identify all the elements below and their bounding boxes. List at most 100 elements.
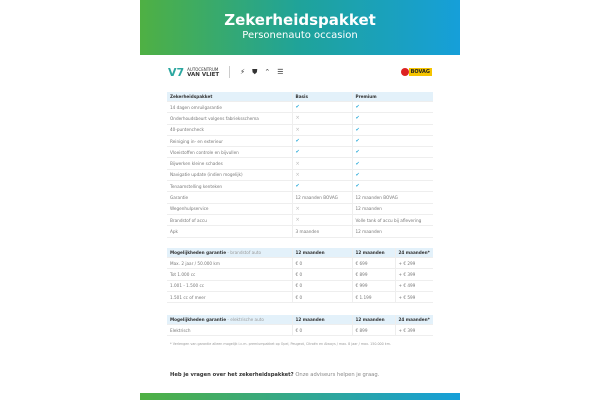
document: Zekerheidspakket Personenauto occasion V… [140,0,460,400]
table-cell: 14 dagen omruilgarantie [167,101,292,114]
table-cell: + € 599 [394,291,433,304]
table-header: Mogelijkheden garantie - brandstof auto 1… [167,248,433,258]
table-cell: 12 maanden [351,225,433,238]
cell-cross: × [291,124,352,136]
table-header: Zekerheidspakket Basis Premium [167,92,433,102]
table-row: Navigatie update (indien mogelijk) × ✔ [167,169,433,182]
cell-check: ✔ [351,135,433,148]
cell-cross: × [291,157,352,170]
table-row: Brandstof of accu × Volle tank of accu bij… [167,214,433,227]
table-cell: € 0 [291,280,352,292]
table-cell: + € 399 [394,268,433,281]
check-icon: ✔ [295,149,300,156]
table-cell: + € 299 [394,257,433,270]
table-cell: € 0 [291,257,352,270]
header-banner: Zekerheidspakket Personenauto occasion [140,0,460,55]
cell-check: ✔ [351,101,433,114]
contact-question: Heb je vragen over het zekerheidspakket?… [170,372,379,378]
fuel-warranty-table: Mogelijkheden garantie - brandstof auto 1… [167,248,433,304]
table-row: Apk 3 maanden 12 maanden [167,225,433,238]
cell-check: ✔ [351,180,433,193]
table-cell: Reiniging in- en exterieur [167,135,292,148]
cell-check: ✔ [351,124,433,136]
table-cell: € 999 [351,280,395,292]
dealer-name-1: AUTOCENTRUM [187,66,219,72]
cell-check: ✔ [291,180,352,193]
dealer-logo: V7 AUTOCENTRUM VAN VLIET [168,66,219,79]
cell-check: ✔ [291,135,352,148]
table-header: Mogelijkheden garantie - elektrische aut… [167,315,433,325]
question-bold: Heb je vragen over het zekerheidspakket? [170,372,294,378]
table-cell: Garantie [167,191,292,204]
table-cell: Bijwerken kleine schades [167,157,292,170]
table-row: Onderhoudsbeurt volgens fabrieksschema × ✔ [167,112,433,125]
vv-logo-icon: V7 [168,65,185,79]
table-cell: Navigatie update (indien mogelijk) [167,169,292,182]
table-row: Vloeistoffen controle en bijvullen ✔ ✔ [167,146,433,159]
cross-icon: × [295,217,300,224]
table-cell: 24 maanden* [394,248,433,258]
cell-check: ✔ [291,146,352,159]
bovag-text: BOVAG [408,68,432,76]
electric-warranty-table: Mogelijkheden garantie - elektrische aut… [167,315,433,337]
citroen-logo-icon: ⌃ [264,68,271,76]
table-row: 40-puntencheck × ✔ [167,124,433,136]
divider [229,66,231,78]
table-cell: € 0 [291,324,352,337]
check-icon: ✔ [355,149,360,156]
table-row: 1.501 cc of meer € 0 € 1.199 + € 599 [167,291,433,304]
table-cell: 12 maanden BOVAG [351,191,433,204]
cell-check: ✔ [351,157,433,170]
table-cell: 12 maanden [351,248,395,258]
table-cell: 3 maanden [291,225,352,238]
table-cell: Volle tank of accu bij aflevering [351,214,433,227]
table-cell: Basis [291,92,352,102]
table-title: Mogelijkheden garantie - brandstof auto [167,248,292,258]
table-cell: € 899 [351,268,395,281]
cell-check: ✔ [351,169,433,182]
cell-cross: × [291,169,352,182]
table-row: 1.001 - 1.500 cc € 0 € 999 + € 499 [167,280,433,292]
footnote: * Verlengen van garantie alleen mogelijk… [170,342,391,346]
table-cell: 12 maanden BOVAG [291,191,352,204]
cross-icon: × [295,115,300,122]
table-cell: 12 maanden [291,248,352,258]
check-icon: ✔ [295,138,300,145]
cross-icon: × [295,205,300,212]
table-row: Tot 1.000 cc € 0 € 899 + € 399 [167,268,433,281]
table-cell: 40-puntencheck [167,124,292,136]
table-cell: 24 maanden* [394,315,433,325]
table-cell: 12 maanden [351,315,395,325]
peugeot-logo-icon: ⛊ [252,67,258,76]
page-title: Zekerheidspakket [224,11,376,29]
table-cell: Brandstof of accu [167,214,292,227]
table-cell: Zekerheidspakket [167,92,292,102]
check-icon: ✔ [355,104,360,111]
table-cell: € 1.199 [351,291,395,304]
check-icon: ✔ [355,126,360,133]
cross-icon: × [295,171,300,178]
table-row: Reiniging in- en exterieur ✔ ✔ [167,135,433,148]
table-cell: + € 499 [394,280,433,292]
table-row: Bijwerken kleine schades × ✔ [167,157,433,170]
question-text: Onze adviseurs helpen je graag. [293,372,380,378]
table-cell: 12 maanden [291,315,352,325]
cell-check: ✔ [291,101,352,114]
bovag-logo: BOVAG [400,68,432,76]
table-cell: Elektrisch [167,324,292,337]
table-cell: Tenaamstelling kenteken [167,180,292,193]
check-icon: ✔ [355,171,360,178]
package-table: Zekerheidspakket Basis Premium 14 dagen omr… [167,92,433,238]
table-cell: Premium [351,92,433,102]
cross-icon: × [295,126,300,133]
table-cell: Max. 2 jaar / 50.000 km [167,257,292,270]
table-cell: Wegenhulpservice [167,203,292,215]
check-icon: ✔ [295,104,300,111]
table-cell: + € 399 [394,324,433,337]
table-row: Elektrisch € 0 € 899 + € 399 [167,324,433,337]
dealer-name-2: VAN VLIET [187,71,220,78]
ds-logo-icon: ☰ [277,68,284,76]
table-cell: 1.001 - 1.500 cc [167,280,292,292]
page-subtitle: Personenauto occasion [242,30,358,41]
opel-logo-icon: ⚡ [240,68,246,76]
